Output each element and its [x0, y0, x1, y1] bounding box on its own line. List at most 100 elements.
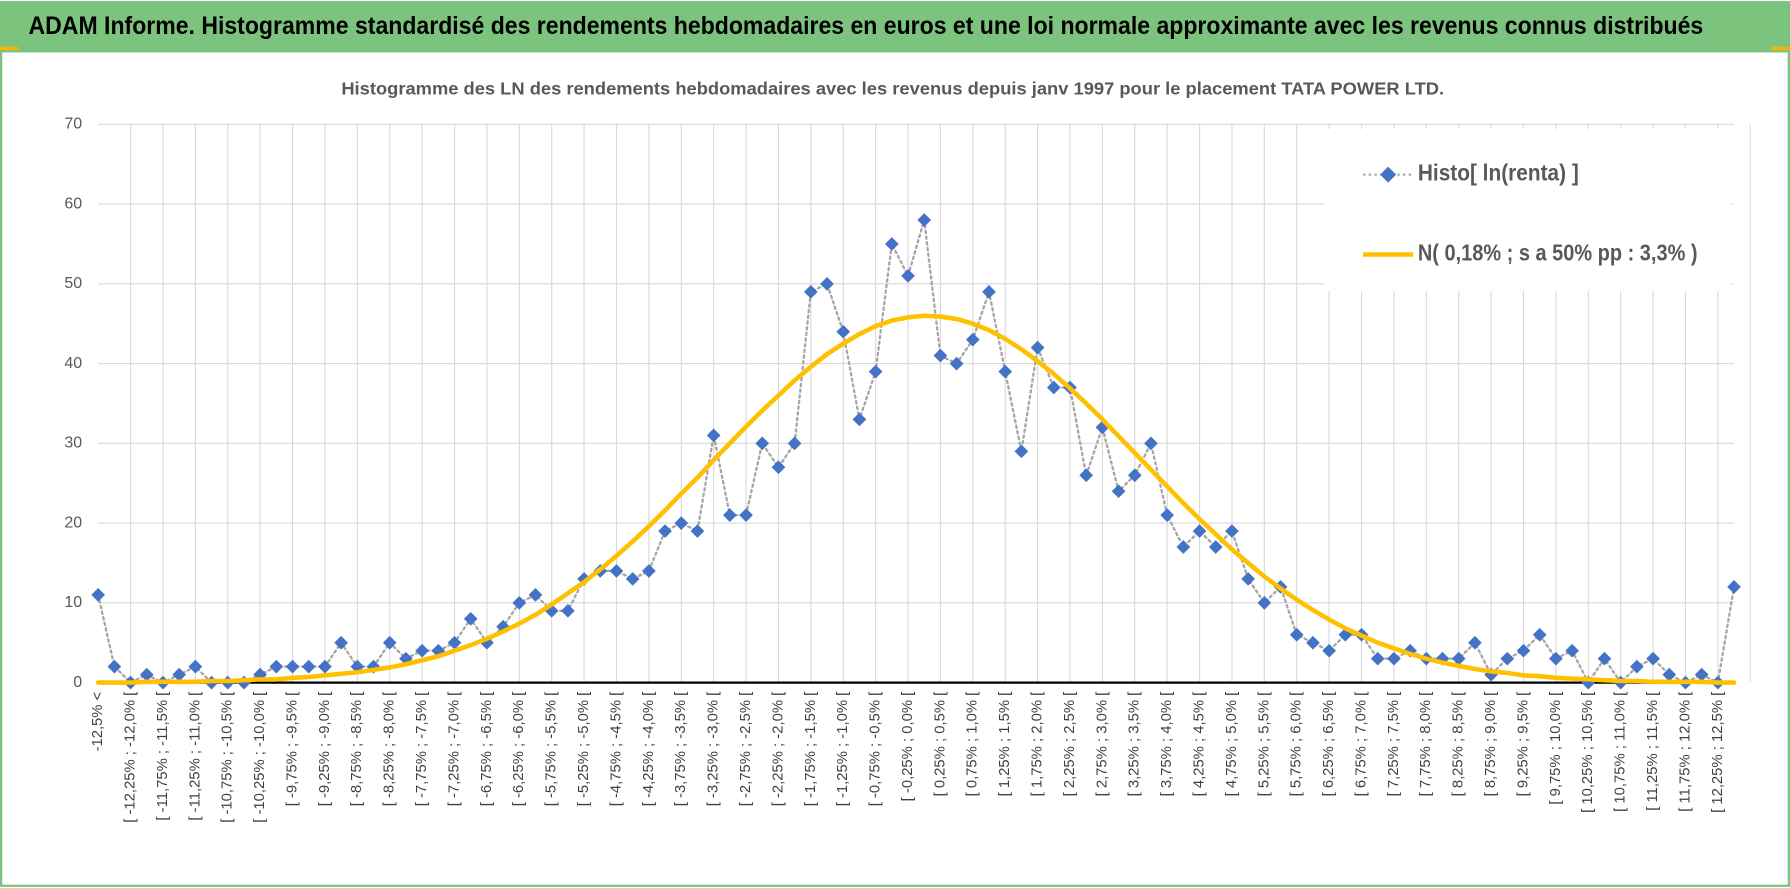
x-tick-label: [ -4,25% ; -4,0% [ [641, 692, 657, 807]
data-point [1727, 580, 1741, 594]
legend-label: N( 0,18% ; s a 50% pp : 3,3% ) [1418, 240, 1698, 266]
x-tick-label: [ 4,25% ; 4,5% [ [1191, 692, 1207, 797]
legend-label: Histo[ ln(renta) ] [1418, 160, 1579, 186]
y-tick-label: 60 [64, 195, 82, 212]
x-tick-label: [ -11,25% ; -11,0% [ [187, 692, 203, 821]
x-tick-label: [ 11,75% ; 12,0% [ [1677, 692, 1693, 812]
x-tick-label: [ 2,25% ; 2,5% [ [1062, 692, 1078, 797]
x-tick-label: [ -8,75% ; -8,5% [ [349, 692, 365, 807]
x-tick-label: [ 11,25% ; 11,5% [ [1645, 692, 1661, 811]
data-point [172, 667, 187, 682]
x-tick-label: [ -8,25% ; -8,0% [ [382, 692, 398, 807]
x-tick-label: [ 3,75% ; 4,0% [ [1159, 692, 1175, 797]
data-point [658, 524, 672, 538]
x-tick-label: [ 9,75% ; 10,0% [ [1548, 692, 1564, 805]
frame [0, 50, 1790, 887]
data-point [1160, 508, 1175, 522]
x-tick-label: [ 1,75% ; 2,0% [ [1030, 692, 1046, 797]
data-point [318, 659, 332, 674]
x-tick-label: [ -0,75% ; -0,5% [ [868, 692, 884, 807]
data-point [609, 564, 624, 578]
data-point [334, 635, 348, 650]
data-point [139, 667, 154, 682]
data-point [1516, 643, 1531, 658]
data-point [642, 564, 656, 578]
y-tick-label: 70 [64, 116, 82, 133]
data-point [1176, 540, 1191, 554]
x-tick-label: [ 10,75% ; 11,0% [ [1613, 692, 1629, 812]
y-tick-label: 0 [73, 674, 82, 691]
x-tick-label: [ -0,25% ; 0,0% [ [900, 692, 916, 802]
data-point [561, 603, 575, 618]
x-tick-label: [ 7,75% ; 8,0% [ [1418, 692, 1434, 797]
data-point [1549, 651, 1563, 666]
x-tick-label: [ 2,75% ; 3,0% [ [1094, 692, 1110, 797]
data-point [998, 364, 1013, 379]
x-tick-label: [ -1,75% ; -1,5% [ [803, 692, 819, 807]
data-point [1111, 484, 1126, 499]
x-tick-label: [ 5,75% ; 6,0% [ [1289, 692, 1305, 797]
data-point [868, 364, 883, 379]
data-point [1565, 643, 1579, 658]
x-tick-label: [ 0,25% ; 0,5% [ [932, 692, 948, 797]
data-point [933, 348, 948, 363]
y-tick-label: 20 [64, 514, 82, 531]
normal-curve [95, 313, 1737, 685]
legend-box [1324, 128, 1731, 292]
data-point [787, 436, 802, 451]
data-point [820, 277, 834, 291]
header-bar [0, 1, 1790, 52]
data-point [285, 659, 300, 674]
data-point [852, 412, 867, 427]
x-tick-label: [ 8,25% ; 8,5% [ [1451, 692, 1467, 797]
x-tick-label: [ -2,25% ; -2,0% [ [770, 692, 786, 807]
x-tick-label: [ -4,75% ; -4,5% [ [608, 692, 624, 807]
data-point [512, 595, 527, 610]
data-point [1322, 643, 1336, 658]
data-point [917, 213, 932, 227]
data-point [188, 659, 203, 674]
y-tick-label: 10 [64, 594, 82, 611]
y-tick-label: 30 [64, 435, 82, 452]
x-tick-label: [ 5,25% ; 5,5% [ [1256, 692, 1272, 797]
data-point [901, 269, 915, 283]
data-point [1306, 635, 1320, 650]
data-point [949, 356, 964, 371]
data-point [625, 572, 640, 586]
page-title: ADAM Informe. Histogramme standardisé de… [29, 12, 1704, 40]
header-accent [0, 46, 19, 53]
data-point [690, 524, 705, 538]
x-tick-label: [ 9,25% ; 9,5% [ [1515, 692, 1531, 797]
data-point [1079, 468, 1094, 483]
x-tick-label: [ -9,75% ; -9,5% [ [284, 692, 300, 807]
x-tick-label: [ -2,75% ; -2,5% [ [738, 692, 754, 807]
data-point [1144, 436, 1158, 451]
x-tick-label: [ -10,75% ; -10,5% [ [220, 692, 236, 823]
data-point [1241, 572, 1256, 586]
data-point [1468, 635, 1482, 650]
x-tick-label: [ -3,25% ; -3,0% [ [706, 692, 722, 807]
grid: 0 10 20 30 40 50 60 70 -12,5% < [ -12,25% ; -12,0… [64, 116, 1751, 823]
chart-subtitle: Histogramme des LN des rendements hebdom… [341, 80, 1444, 99]
data-point [1046, 380, 1061, 395]
data-point [1630, 659, 1644, 674]
x-tick-label: [ 8,75% ; 9,0% [ [1483, 692, 1499, 797]
data-point [1208, 540, 1223, 554]
data-point [382, 635, 397, 650]
data-point [1014, 444, 1029, 459]
x-tick-label: [ -5,25% ; -5,0% [ [576, 692, 592, 807]
x-tick-label: [ -6,75% ; -6,5% [ [479, 692, 495, 807]
data-point [706, 428, 721, 443]
x-tick-label: [ -6,25% ; -6,0% [ [511, 692, 527, 807]
y-tick-label: 50 [64, 275, 82, 292]
x-tick-label: [ -1,25% ; -1,0% [ [835, 692, 851, 807]
x-tick-label: [ -12,25% ; -12,0% [ [122, 692, 138, 823]
x-tick-label: [ -10,25% ; -10,0% [ [252, 692, 268, 823]
data-point [463, 611, 478, 626]
x-tick-label: [ -3,75% ; -3,5% [ [673, 692, 689, 807]
legend: Histo[ ln(renta) ] N( 0,18% ; s a 50% pp … [1324, 128, 1731, 292]
data-point [447, 635, 462, 650]
x-tick-label: [ -9,25% ; -9,0% [ [317, 692, 333, 807]
data-point [965, 332, 980, 347]
